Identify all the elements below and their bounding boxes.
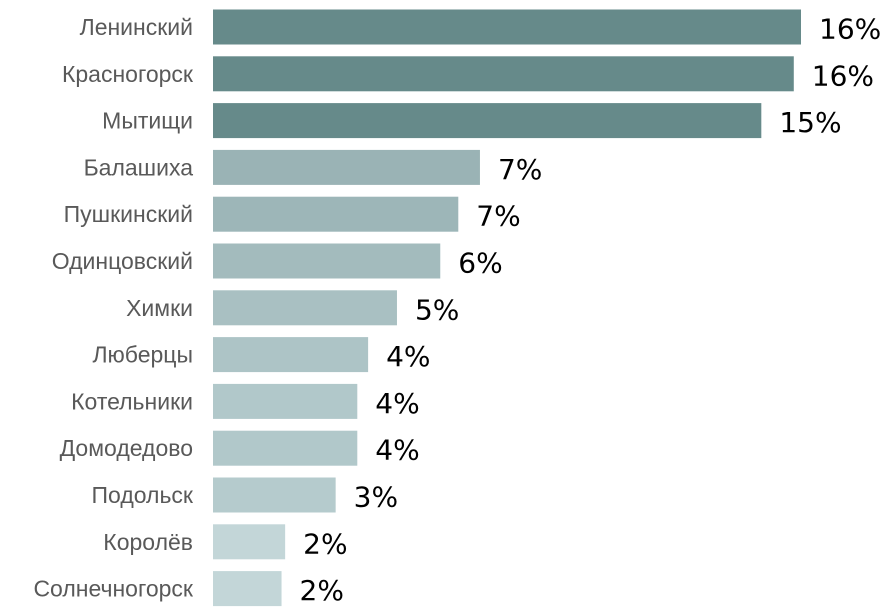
bar xyxy=(213,571,282,607)
value-label: 4% xyxy=(386,340,430,373)
category-label: Ленинский xyxy=(80,14,193,40)
category-label: Домодедово xyxy=(60,435,193,461)
category-label: Подольск xyxy=(92,482,194,508)
value-label: 5% xyxy=(415,293,459,326)
bar xyxy=(213,56,794,92)
category-label: Химки xyxy=(126,295,193,321)
value-label: 7% xyxy=(498,153,542,186)
category-label: Балашиха xyxy=(84,154,194,180)
category-label: Красногорск xyxy=(62,61,194,87)
category-label: Одинцовский xyxy=(52,248,193,274)
value-label: 2% xyxy=(300,574,344,607)
bar xyxy=(213,9,801,45)
category-labels: Ленинский Красногорск Мытищи Балашиха Пушкин… xyxy=(33,14,193,602)
value-label: 4% xyxy=(375,387,419,420)
category-label: Мытищи xyxy=(102,108,193,134)
category-label: Королёв xyxy=(103,529,193,555)
value-label: 6% xyxy=(458,247,502,280)
value-label: 16% xyxy=(819,13,881,46)
bar xyxy=(213,243,441,279)
category-label: Пушкинский xyxy=(64,201,193,227)
value-label: 3% xyxy=(354,481,398,514)
bar xyxy=(213,383,358,419)
value-label: 2% xyxy=(303,527,347,560)
category-label: Котельники xyxy=(71,388,193,414)
value-label: 15% xyxy=(779,106,841,139)
bar xyxy=(213,337,369,373)
bar xyxy=(213,103,762,139)
value-label: 16% xyxy=(812,59,874,92)
bar xyxy=(213,430,358,466)
bar xyxy=(213,196,459,232)
bar xyxy=(213,149,480,185)
bars xyxy=(213,9,801,607)
category-label: Люберцы xyxy=(92,342,193,368)
bar xyxy=(213,477,336,513)
value-label: 7% xyxy=(476,200,520,233)
category-label: Солнечногорск xyxy=(33,576,193,602)
bar xyxy=(213,290,397,326)
value-labels: 16%16%15%7%7%6%5%4%4%4%3%2%2% xyxy=(300,13,882,608)
bar xyxy=(213,524,286,560)
value-label: 4% xyxy=(375,434,419,467)
